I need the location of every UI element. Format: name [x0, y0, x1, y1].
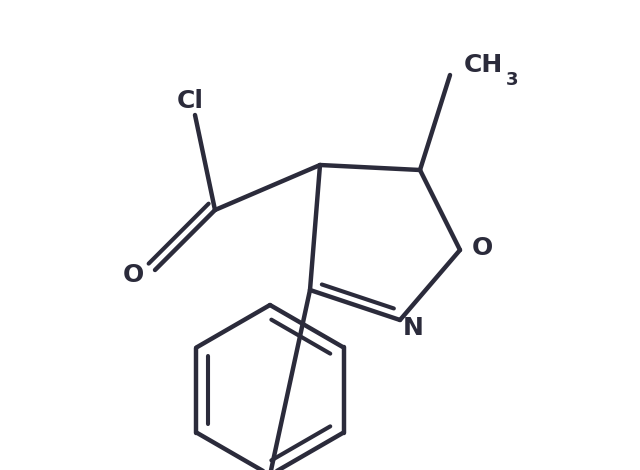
Text: O: O: [122, 263, 143, 287]
Text: N: N: [403, 316, 424, 340]
Text: O: O: [472, 236, 493, 260]
Text: CH: CH: [463, 53, 502, 77]
Text: Cl: Cl: [177, 89, 204, 113]
Text: 3: 3: [506, 71, 518, 89]
